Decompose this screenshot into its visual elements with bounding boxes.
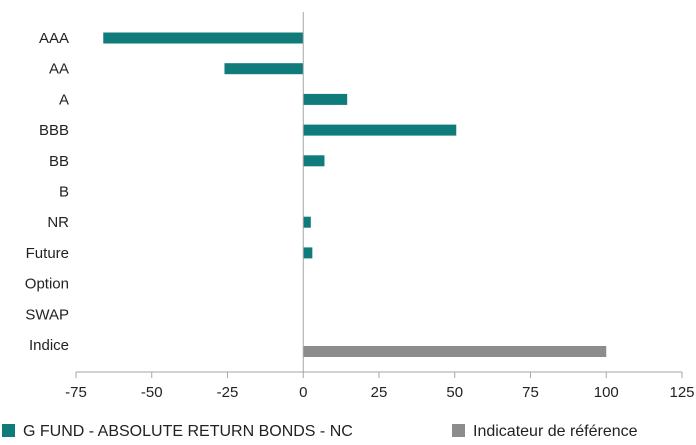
- x-tick-label: 50: [446, 384, 463, 401]
- bar-fund-nr: [303, 216, 311, 228]
- axis-layer: [75, 12, 683, 378]
- legend-label-benchmark: Indicateur de référence: [473, 423, 638, 440]
- category-label: BBB: [39, 122, 69, 139]
- category-label: A: [59, 91, 69, 108]
- category-label: AA: [49, 61, 69, 78]
- x-tick-label: -25: [217, 384, 239, 401]
- bar-benchmark-indice: [303, 346, 607, 357]
- legend-swatch-benchmark: [452, 424, 465, 437]
- x-tick-label: 0: [299, 384, 307, 401]
- bar-fund-future: [303, 247, 313, 259]
- bar-fund-bb: [303, 155, 325, 167]
- category-label: SWAP: [25, 306, 69, 323]
- category-label: Indice: [29, 337, 69, 354]
- category-label: BB: [49, 153, 69, 170]
- x-tick-label: -50: [141, 384, 163, 401]
- category-label: AAA: [39, 30, 69, 47]
- x-tick-label: 100: [594, 384, 619, 401]
- x-tick-label: -75: [65, 384, 87, 401]
- category-label: B: [59, 184, 69, 201]
- bar-fund-aaa: [103, 32, 304, 44]
- category-label: NR: [47, 214, 69, 231]
- category-label: Future: [26, 245, 69, 262]
- x-tick-label: 75: [522, 384, 539, 401]
- bar-fund-aa: [224, 63, 304, 75]
- legend-swatch-fund: [2, 424, 15, 437]
- x-tick-label: 125: [669, 384, 694, 401]
- legend-label-fund: G FUND - ABSOLUTE RETURN BONDS - NC: [23, 423, 353, 440]
- bar-fund-a: [303, 93, 348, 105]
- category-label: Option: [25, 276, 69, 293]
- bar-fund-bbb: [303, 124, 457, 136]
- tick-labels: -75 -50 -25 0 25 50 75 100 125: [65, 384, 694, 401]
- bars-layer: [103, 32, 607, 357]
- x-tick-label: 25: [371, 384, 388, 401]
- legend: G FUND - ABSOLUTE RETURN BONDS - NC Indic…: [2, 423, 638, 440]
